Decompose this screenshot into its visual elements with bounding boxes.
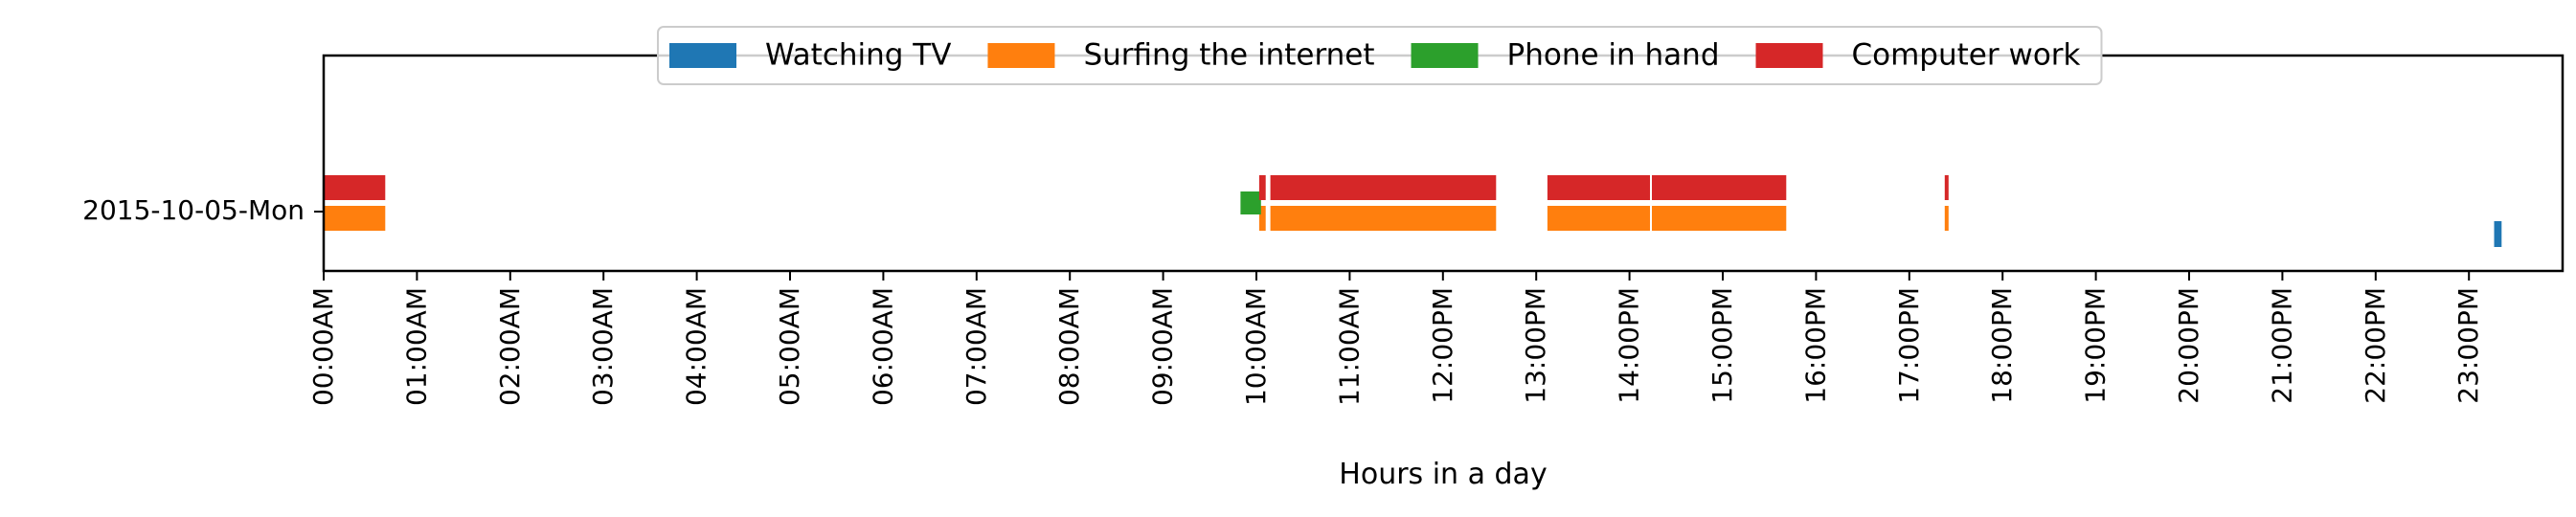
x-tick-label: 10:00AM (1240, 287, 1272, 406)
legend: Watching TV Surfing the internet Phone in … (657, 26, 2103, 85)
x-tick-label: 01:00AM (400, 287, 432, 406)
legend-label-computer-work: Computer work (1852, 38, 2081, 73)
bar-computer-work (1258, 175, 1266, 200)
x-tick-label: 22:00PM (2360, 287, 2391, 404)
x-tick-label: 21:00PM (2266, 287, 2297, 404)
x-tick-label: 18:00PM (1986, 287, 2018, 404)
legend-swatch-computer-work (1755, 43, 1823, 68)
plot-frame (322, 54, 2565, 273)
bar-surfing-the-internet (1270, 206, 1497, 231)
y-tick-label: 2015-10-05-Mon (82, 194, 305, 226)
bar-watching-tv (2494, 221, 2502, 247)
x-tick-label: 13:00PM (1520, 287, 1551, 404)
x-tick-label: 19:00PM (2080, 287, 2112, 404)
x-tick-label: 00:00AM (307, 287, 339, 406)
x-tick-label: 12:00PM (1427, 287, 1458, 404)
x-tick-label: 03:00AM (587, 287, 619, 406)
bar-computer-work (1547, 175, 1650, 200)
x-tick-label: 04:00AM (681, 287, 712, 406)
x-tick-label: 14:00PM (1614, 287, 1645, 404)
bar-surfing-the-internet (1652, 206, 1787, 231)
x-tick-label: 06:00AM (867, 287, 898, 406)
x-axis-label: Hours in a day (1339, 458, 1547, 491)
legend-swatch-phone-in-hand (1411, 43, 1479, 68)
x-tick-label: 09:00AM (1147, 287, 1179, 406)
legend-label-watching-tv: Watching TV (765, 38, 951, 73)
legend-swatch-surfing-the-internet (987, 43, 1055, 68)
legend-label-phone-in-hand: Phone in hand (1507, 38, 1720, 73)
x-tick-label: 16:00PM (1799, 287, 1831, 404)
x-tick-label: 07:00AM (960, 287, 992, 406)
bar-surfing-the-internet (1547, 206, 1650, 231)
x-tick-label: 23:00PM (2452, 287, 2484, 404)
x-tick-label: 17:00PM (1893, 287, 1925, 404)
bars-layer (324, 175, 2502, 247)
x-tick-label: 11:00AM (1333, 287, 1365, 406)
x-tick-label: 08:00AM (1053, 287, 1085, 406)
x-axis-ticks: 00:00AM 01:00AM 02:00AM 03:00AM 04:00AM 05:00… (307, 271, 2484, 406)
bar-surfing-the-internet (1944, 206, 1949, 231)
x-tick-label: 02:00AM (494, 287, 526, 406)
y-axis-ticks: 2015-10-05-Mon (82, 194, 324, 226)
x-tick-label: 05:00AM (774, 287, 805, 406)
bar-computer-work (1944, 175, 1949, 200)
legend-frame (657, 26, 2103, 85)
legend-label-surfing-the-internet: Surfing the internet (1083, 38, 1374, 73)
x-tick-label: 20:00PM (2173, 287, 2204, 404)
bar-computer-work (1652, 175, 1787, 200)
bar-computer-work (324, 175, 386, 200)
legend-swatch-watching-tv (669, 43, 736, 68)
bar-computer-work (1270, 175, 1497, 200)
x-tick-label: 15:00PM (1706, 287, 1738, 404)
bar-surfing-the-internet (324, 206, 386, 231)
bar-surfing-the-internet (1258, 206, 1266, 231)
bar-phone-in-hand (1240, 191, 1261, 214)
